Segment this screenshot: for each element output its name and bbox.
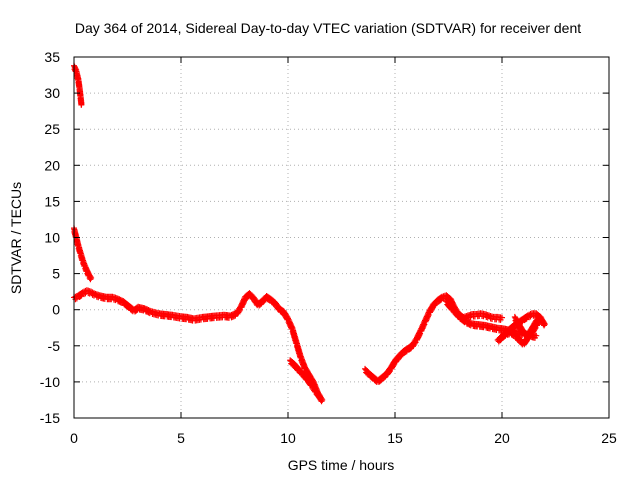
x-tick-label: 0 xyxy=(70,430,78,446)
data-point xyxy=(133,307,140,314)
data-point xyxy=(78,100,85,107)
data-point xyxy=(261,297,268,304)
data-point xyxy=(419,325,426,332)
y-tick-label: 30 xyxy=(44,85,60,101)
data-point xyxy=(386,369,393,376)
data-point xyxy=(411,340,418,347)
data-point xyxy=(390,362,397,369)
data-point xyxy=(541,321,548,328)
data-marks xyxy=(71,62,548,405)
tick-labels: 0 5 10 15 20 25 35 30 25 20 15 10 5 0 -5 -10 -15 xyxy=(40,49,617,446)
data-point xyxy=(522,316,529,323)
data-point xyxy=(429,305,436,312)
data-point xyxy=(436,297,443,304)
y-tick-label: 20 xyxy=(44,157,60,173)
data-point xyxy=(518,340,525,347)
data-point xyxy=(416,331,423,338)
y-tick-label: -5 xyxy=(48,338,61,354)
data-point xyxy=(422,318,429,325)
data-point xyxy=(420,324,427,331)
data-point xyxy=(425,313,432,320)
data-point xyxy=(316,394,323,401)
x-tick-label: 5 xyxy=(177,430,185,446)
data-point xyxy=(420,322,427,329)
data-point xyxy=(317,393,324,400)
data-point xyxy=(381,374,388,381)
y-axis-label: SDTVAR / TECUs xyxy=(8,182,24,294)
data-point xyxy=(423,316,430,323)
data-point xyxy=(421,321,428,328)
data-point xyxy=(318,398,325,405)
x-axis-label: GPS time / hours xyxy=(288,457,395,473)
data-point xyxy=(527,329,534,336)
data-point xyxy=(424,314,431,321)
data-point xyxy=(499,314,505,321)
data-point xyxy=(88,274,95,281)
data-point xyxy=(398,352,405,359)
data-point xyxy=(513,335,520,342)
y-tick-label: 5 xyxy=(52,266,60,282)
data-point xyxy=(423,317,430,324)
data-point xyxy=(285,315,291,322)
y-tick-label: -15 xyxy=(40,410,60,426)
data-point xyxy=(527,313,534,320)
data-point xyxy=(240,300,247,307)
data-point xyxy=(377,378,384,385)
data-point xyxy=(239,302,246,309)
data-point xyxy=(496,335,503,342)
y-tick-label: 0 xyxy=(52,302,60,318)
data-point xyxy=(239,301,246,308)
data-point xyxy=(418,328,425,335)
data-point xyxy=(394,356,401,363)
data-point xyxy=(531,322,538,329)
data-point xyxy=(418,326,425,333)
axis-ticks xyxy=(73,56,610,419)
x-tick-label: 15 xyxy=(387,430,403,446)
y-tick-label: 10 xyxy=(44,230,60,246)
data-point xyxy=(533,332,540,339)
data-point xyxy=(257,301,264,308)
x-tick-label: 25 xyxy=(601,430,617,446)
x-tick-label: 10 xyxy=(280,430,296,446)
data-point xyxy=(236,308,243,315)
x-tick-label: 20 xyxy=(494,430,510,446)
grid xyxy=(74,57,609,418)
y-tick-label: 35 xyxy=(44,49,60,65)
data-point xyxy=(541,322,548,329)
y-tick-label: -10 xyxy=(40,374,60,390)
y-tick-label: 25 xyxy=(44,121,60,137)
data-point xyxy=(432,301,439,308)
y-tick-label: 15 xyxy=(44,193,60,209)
data-point xyxy=(406,346,413,353)
data-point xyxy=(240,298,247,305)
data-point xyxy=(87,276,94,283)
data-point xyxy=(402,348,409,355)
data-point xyxy=(77,293,84,300)
chart-title: Day 364 of 2014, Sidereal Day-to-day VTE… xyxy=(75,20,581,36)
data-point xyxy=(238,304,245,311)
